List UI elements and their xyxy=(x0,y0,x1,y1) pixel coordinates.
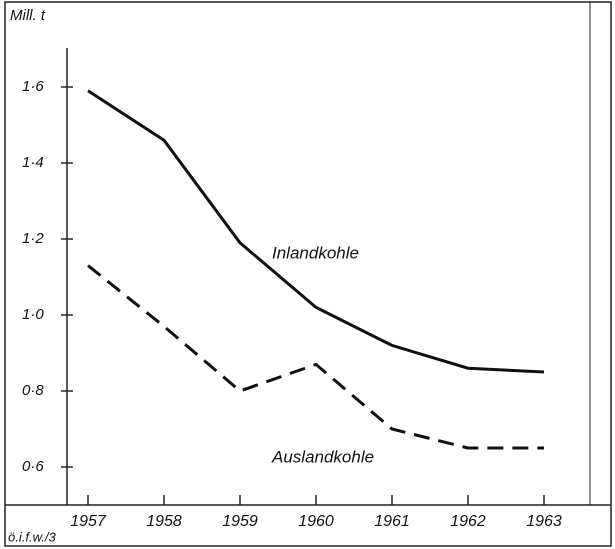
frame xyxy=(4,1,612,547)
y-tick-label: 1·0 xyxy=(22,306,44,323)
y-tick-label: 1·2 xyxy=(22,230,44,247)
y-tick-label: 1·4 xyxy=(22,154,44,171)
y-tick-label: 0·8 xyxy=(22,382,44,399)
x-tick-label: 1962 xyxy=(450,513,486,530)
x-tick-label: 1960 xyxy=(298,513,334,530)
series-line xyxy=(87,264,544,450)
series-label: Auslandkohle xyxy=(271,447,374,466)
y-axis-label: Mill. t xyxy=(10,7,46,24)
x-tick-label: 1958 xyxy=(146,513,182,530)
source-note: ö.i.f.w./3 xyxy=(8,529,56,544)
x-tick-label: 1961 xyxy=(374,513,410,530)
x-tick-label: 1957 xyxy=(70,513,107,530)
series-label: Inlandkohle xyxy=(272,243,359,262)
series-line xyxy=(87,89,545,374)
y-tick-label: 1·6 xyxy=(22,78,44,95)
x-tick-label: 1963 xyxy=(526,513,562,530)
y-tick-label: 0·6 xyxy=(22,458,44,475)
x-tick-label: 1959 xyxy=(222,513,258,530)
